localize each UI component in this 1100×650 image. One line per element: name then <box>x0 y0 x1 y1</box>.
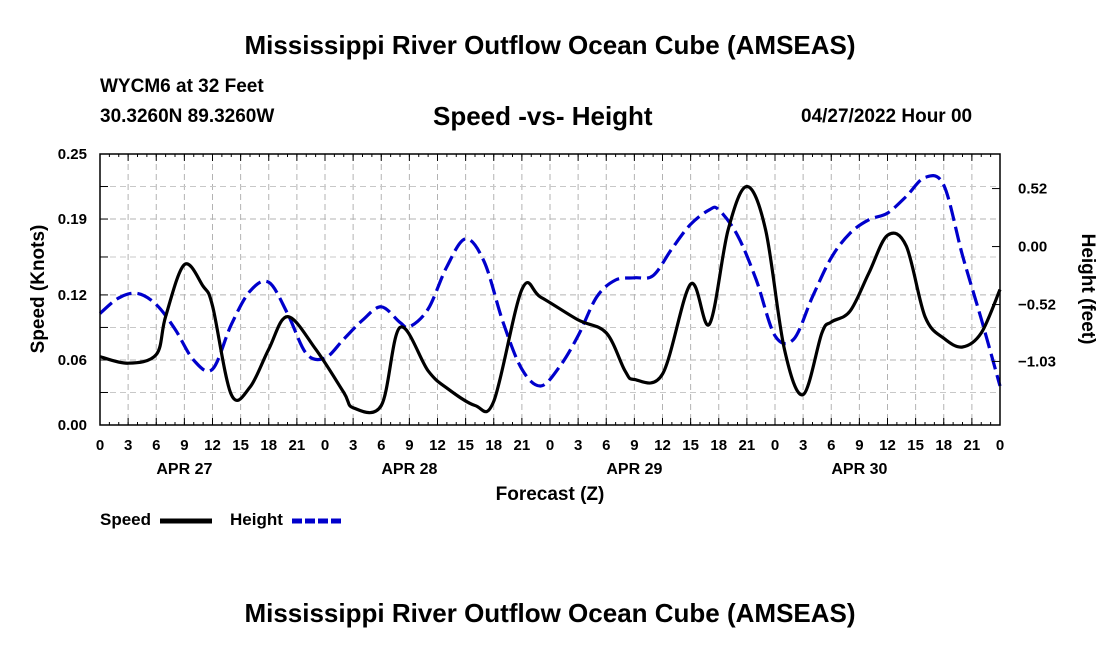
y-left-tick-label: 0.25 <box>58 146 87 163</box>
x-tick-label: 18 <box>935 437 952 454</box>
x-axis-label: Forecast (Z) <box>496 484 605 505</box>
x-tick-label: 21 <box>964 437 981 454</box>
x-tick-label: 9 <box>855 437 863 454</box>
x-tick-label: 3 <box>799 437 807 454</box>
x-tick-label: 12 <box>654 437 671 454</box>
x-tick-label: 3 <box>349 437 357 454</box>
x-tick-label: 15 <box>232 437 249 454</box>
x-tick-label: 9 <box>630 437 638 454</box>
x-tick-label: 21 <box>289 437 306 454</box>
x-tick-label: 18 <box>260 437 277 454</box>
y-right-tick-label: −1.03 <box>1018 353 1056 370</box>
y-axis-ticks: 0.00 0.06 0.12 0.19 0.25 −1.03 −0.52 0.00 0.52 <box>58 146 1056 434</box>
y-left-tick-label: 0.06 <box>58 352 87 369</box>
coordinates-label: 30.3260N 89.3260W <box>100 106 275 127</box>
x-tick-label: 3 <box>124 437 132 454</box>
y-right-tick-label: 0.52 <box>1018 181 1047 198</box>
x-date-label: APR 28 <box>381 461 437 478</box>
chart-subtitle: Speed -vs- Height <box>433 101 653 131</box>
grid-lines <box>100 154 1000 425</box>
x-tick-label: 15 <box>682 437 699 454</box>
x-tick-label: 9 <box>180 437 188 454</box>
series-line-height <box>98 174 1002 388</box>
x-tick-label: 18 <box>485 437 502 454</box>
x-date-label: APR 27 <box>156 461 212 478</box>
x-tick-label: 12 <box>429 437 446 454</box>
legend-label-speed: Speed <box>100 510 151 529</box>
x-tick-label: 15 <box>907 437 924 454</box>
x-tick-label: 21 <box>739 437 756 454</box>
x-tick-label: 0 <box>996 437 1004 454</box>
x-tick-label: 0 <box>771 437 779 454</box>
x-tick-label: 21 <box>514 437 531 454</box>
x-tick-label: 12 <box>204 437 221 454</box>
x-tick-label: 6 <box>377 437 385 454</box>
x-axis-ticks: 0 3 6 9 12 15 18 21 0 3 6 9 12 15 18 21 0 3 6 9 12 15 18 21 0 3 6 9… <box>96 154 1004 478</box>
x-tick-label: 18 <box>710 437 727 454</box>
x-tick-label: 12 <box>879 437 896 454</box>
x-tick-label: 9 <box>405 437 413 454</box>
series-line-speed <box>99 184 1002 415</box>
y-right-tick-label: 0.00 <box>1018 239 1047 256</box>
y-right-tick-label: −0.52 <box>1018 297 1056 314</box>
x-tick-label: 3 <box>574 437 582 454</box>
legend: Speed Height <box>100 510 344 529</box>
x-tick-label: 0 <box>546 437 554 454</box>
x-tick-label: 6 <box>602 437 610 454</box>
x-tick-label: 6 <box>827 437 835 454</box>
x-tick-label: 0 <box>321 437 329 454</box>
x-tick-label: 6 <box>152 437 160 454</box>
forecast-datetime: 04/27/2022 Hour 00 <box>801 106 973 127</box>
x-tick-label: 15 <box>457 437 474 454</box>
y-left-tick-label: 0.19 <box>58 211 87 228</box>
x-tick-label: 0 <box>96 437 104 454</box>
y-left-tick-label: 0.00 <box>58 417 87 434</box>
series-layer <box>98 174 1002 415</box>
x-date-label: APR 30 <box>831 461 887 478</box>
legend-label-height: Height <box>230 510 283 529</box>
station-label: WYCM6 at 32 Feet <box>100 76 264 97</box>
x-date-label: APR 29 <box>606 461 662 478</box>
y-axis-label-left: Speed (Knots) <box>28 225 49 354</box>
y-left-tick-label: 0.12 <box>58 287 87 304</box>
repeated-chart-title: Mississippi River Outflow Ocean Cube (AM… <box>244 598 856 628</box>
y-axis-label-right: Height (feet) <box>1077 234 1098 345</box>
chart-title: Mississippi River Outflow Ocean Cube (AM… <box>244 30 856 60</box>
